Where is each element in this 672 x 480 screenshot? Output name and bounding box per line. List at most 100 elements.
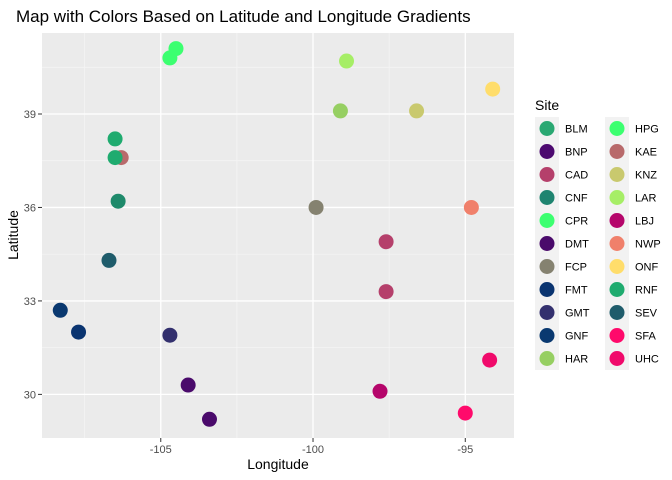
legend-item-lar: LAR [605, 186, 656, 209]
legend: Site BLM BNP CAD CNF CPR DMT FCP FMT GMT GNF HAR HP… [535, 97, 661, 370]
legend-key [539, 190, 555, 205]
legend-label: KAE [635, 147, 657, 159]
point-sev [101, 252, 117, 268]
legend-label: HPG [635, 124, 659, 136]
legend-key [609, 282, 625, 297]
legend-key [609, 213, 625, 228]
legend-label: CNF [565, 193, 588, 205]
point-gmt [162, 327, 178, 343]
legend-item-nwp: NWP [605, 232, 661, 255]
legend-label: HAR [565, 354, 588, 366]
point-gnf [52, 302, 68, 318]
legend-item-onf: ONF [605, 255, 659, 278]
legend-item-rnf: RNF [605, 278, 658, 301]
legend-label: LAR [635, 193, 656, 205]
legend-item-cad: CAD [535, 163, 588, 186]
legend-item-lbj: LBJ [605, 209, 654, 232]
legend-label: CPR [565, 216, 588, 228]
y-tick-label: 33 [24, 296, 36, 308]
legend-key [539, 351, 555, 366]
point-cnf [110, 193, 126, 209]
point-onf [485, 81, 501, 97]
legend-label: FCP [565, 262, 587, 274]
legend-key [609, 236, 625, 251]
legend-item-gmt: GMT [535, 301, 590, 324]
legend-key [539, 282, 555, 297]
x-axis-ticks: -105 -100 -95 [150, 438, 473, 456]
y-tick-label: 36 [24, 202, 36, 214]
legend-label: FMT [565, 285, 588, 297]
legend-item-sev: SEV [605, 301, 658, 324]
point-fcp [308, 199, 324, 215]
point-bnp [201, 411, 217, 427]
data-points [52, 41, 501, 427]
legend-key [609, 328, 625, 343]
y-axis-title: Latitude [5, 210, 21, 260]
major-gridlines [42, 33, 514, 438]
point-rnf [107, 150, 123, 166]
plot-panel [42, 33, 514, 438]
legend-label: LBJ [635, 216, 654, 228]
point-cad [378, 284, 394, 300]
chart-title: Map with Colors Based on Latitude and Lo… [16, 7, 471, 26]
legend-label: GNF [565, 331, 589, 343]
legend-key [609, 305, 625, 320]
legend-key [539, 213, 555, 228]
legend-title: Site [535, 97, 559, 113]
legend-label: DMT [565, 239, 589, 251]
point-dmt [180, 377, 196, 393]
legend-item-fmt: FMT [535, 278, 588, 301]
legend-item-dmt: DMT [535, 232, 589, 255]
legend-label: UHC [635, 354, 659, 366]
x-tick-label: -100 [302, 444, 324, 456]
point-nwp [463, 199, 479, 215]
point-lar [339, 53, 355, 69]
legend-label: CAD [565, 170, 588, 182]
legend-key [539, 328, 555, 343]
legend-item-hpg: HPG [605, 117, 659, 140]
legend-label: ONF [635, 262, 659, 274]
legend-item-har: HAR [535, 347, 588, 370]
legend-key [539, 259, 555, 274]
legend-item-kae: KAE [605, 140, 657, 163]
legend-label: GMT [565, 308, 590, 320]
point-har [332, 103, 348, 119]
legend-label: SFA [635, 331, 656, 343]
y-tick-label: 30 [24, 389, 36, 401]
point-knz [409, 103, 425, 119]
legend-item-gnf: GNF [535, 324, 589, 347]
point-hpg [168, 41, 184, 57]
y-axis-ticks: 30 33 36 39 [24, 109, 42, 401]
x-tick-label: -105 [150, 444, 172, 456]
legend-item-knz: KNZ [605, 163, 657, 186]
legend-item-cpr: CPR [535, 209, 588, 232]
legend-label: BNP [565, 147, 588, 159]
legend-items: BLM BNP CAD CNF CPR DMT FCP FMT GMT GNF HAR HPG KAE K… [535, 117, 661, 370]
point-blm [107, 131, 123, 147]
legend-item-bnp: BNP [535, 140, 588, 163]
point-lbj [372, 383, 388, 399]
legend-key [609, 144, 625, 159]
point-uhc [482, 352, 498, 368]
legend-item-uhc: UHC [605, 347, 659, 370]
legend-item-sfa: SFA [605, 324, 656, 347]
legend-label: BLM [565, 124, 588, 136]
legend-item-blm: BLM [535, 117, 588, 140]
legend-key [609, 351, 625, 366]
legend-label: SEV [635, 308, 658, 320]
legend-label: KNZ [635, 170, 657, 182]
point-fmt [71, 324, 87, 340]
x-tick-label: -95 [457, 444, 473, 456]
legend-label: NWP [635, 239, 661, 251]
legend-item-cnf: CNF [535, 186, 588, 209]
legend-label: RNF [635, 285, 658, 297]
point-cad [378, 234, 394, 250]
point-sfa [457, 405, 473, 421]
legend-key [609, 121, 625, 136]
legend-key [539, 121, 555, 136]
legend-key [609, 190, 625, 205]
legend-key [539, 236, 555, 251]
legend-key [609, 259, 625, 274]
legend-key [609, 167, 625, 182]
